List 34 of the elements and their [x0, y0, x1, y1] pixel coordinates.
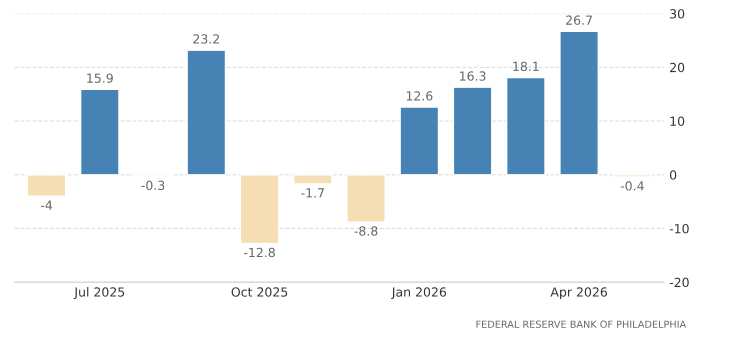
y-tick-label: 20	[670, 62, 684, 72]
data-label: 26.7	[566, 15, 592, 25]
x-tick-label: Oct 2025	[232, 287, 288, 297]
data-label: -0.3	[141, 180, 164, 190]
data-label: 12.6	[406, 91, 432, 101]
bar	[612, 174, 652, 178]
y-tick-label: 30	[670, 9, 684, 19]
x-tick-label: Jul 2025	[74, 287, 124, 300]
bar	[80, 88, 120, 176]
bar	[559, 30, 599, 176]
bar	[186, 49, 226, 176]
y-tick-label: 10	[670, 116, 684, 126]
y-tick-label: -20	[670, 278, 689, 288]
bar	[240, 174, 280, 244]
data-label: -1.7	[301, 188, 324, 198]
data-label: 15.9	[87, 73, 113, 83]
x-tick-label: Jan 2026	[391, 287, 446, 300]
data-label: 23.2	[193, 34, 219, 44]
data-label: 16.3	[460, 71, 486, 81]
data-label: -12.8	[244, 248, 275, 258]
bar	[399, 106, 440, 176]
data-label: -8.8	[354, 226, 378, 236]
data-label: -4	[40, 200, 52, 210]
y-tick-label: -10	[670, 224, 689, 234]
bar	[26, 174, 66, 197]
bar	[292, 174, 333, 185]
data-label: -0.4	[620, 181, 644, 191]
y-tick-label: 0	[670, 170, 676, 180]
bar	[506, 76, 546, 176]
bar	[346, 174, 386, 223]
bar	[452, 86, 492, 176]
x-tick-label: Apr 2026	[550, 287, 608, 300]
text: FEDERAL RESERVE BANK OF PHILADELPHIA	[476, 320, 686, 328]
data-label: 18.1	[513, 62, 539, 72]
